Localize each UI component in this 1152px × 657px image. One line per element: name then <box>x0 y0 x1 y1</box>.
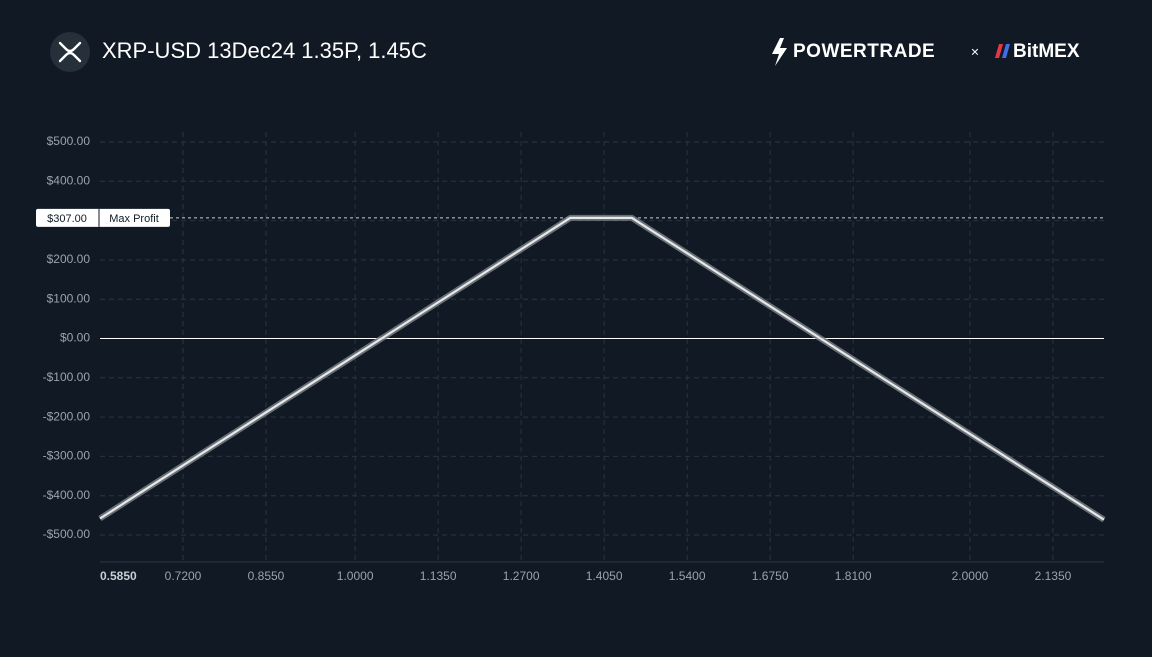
separator: × <box>971 44 979 60</box>
y-tick-label: $200.00 <box>47 252 91 266</box>
x-tick-label: 1.8100 <box>835 569 872 583</box>
x-tick-label: 1.0000 <box>337 569 374 583</box>
x-tick-label: 0.8550 <box>248 569 285 583</box>
x-tick-label: 2.1350 <box>1035 569 1072 583</box>
bitmex-icon <box>995 44 1010 58</box>
y-tick-label: -$500.00 <box>43 527 91 541</box>
y-tick-label: $0.00 <box>60 331 90 345</box>
brand-logo: POWERTRADE <box>793 41 935 62</box>
annotation-value: $307.00 <box>47 213 87 225</box>
x-tick-label: 1.5400 <box>669 569 706 583</box>
annotation-box <box>36 208 170 227</box>
x-tick-label: 0.5850 <box>100 569 137 583</box>
title: XRP-USD 13Dec24 1.35P, 1.45C <box>102 38 427 63</box>
x-tick-label: 0.7200 <box>165 569 202 583</box>
y-tick-label: $500.00 <box>47 134 91 148</box>
y-tick-label: -$100.00 <box>43 370 91 384</box>
partner-logo: BitMEX <box>1013 41 1080 62</box>
bolt-icon <box>772 38 787 66</box>
y-tick-label: -$200.00 <box>43 409 91 423</box>
x-tick-label: 1.1350 <box>420 569 457 583</box>
payoff-line <box>99 216 1105 521</box>
x-tick-label: 1.4050 <box>586 569 623 583</box>
y-tick-label: -$400.00 <box>43 488 91 502</box>
y-tick-label: $400.00 <box>47 173 91 187</box>
annotation-text: Max Profit <box>109 213 159 225</box>
y-tick-label: -$300.00 <box>43 449 91 463</box>
x-tick-label: 2.0000 <box>952 569 989 583</box>
xrp-icon <box>50 32 90 72</box>
x-tick-label: 1.2700 <box>503 569 540 583</box>
y-tick-label: $100.00 <box>47 291 91 305</box>
x-tick-label: 1.6750 <box>752 569 789 583</box>
